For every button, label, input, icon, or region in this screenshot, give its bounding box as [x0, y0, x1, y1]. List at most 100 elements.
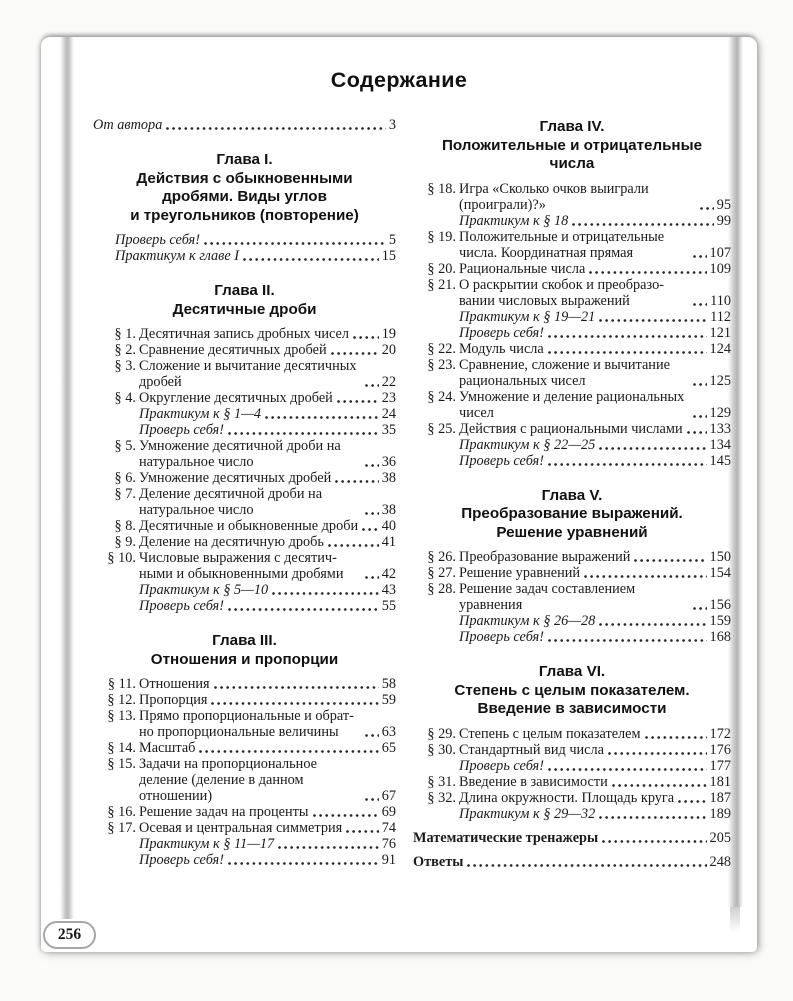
entry-title: Округление десятичных дробей [139, 390, 333, 406]
toc-entry: Практикум к § 11—17 76 [93, 836, 396, 852]
dot-leader [584, 575, 707, 578]
entry-title: Практикум к § 19—21 [459, 308, 596, 325]
entry-label: § 12. [107, 692, 136, 708]
dot-leader [599, 318, 708, 322]
entry-label: § 8. [114, 518, 136, 534]
dot-leader [547, 350, 707, 354]
entry-page: 150 [709, 549, 731, 565]
toc-entry: § 24. Умножение и деление рациональ­ных ч… [413, 389, 731, 421]
entry-page: 74 [381, 820, 396, 836]
entry-page: 41 [381, 534, 396, 550]
dot-leader [166, 127, 386, 130]
entry-page: 69 [381, 804, 396, 820]
dot-leader [686, 430, 707, 434]
dot-leader [599, 446, 707, 450]
entry-label: § 13. [107, 708, 136, 724]
entry-page: 159 [709, 613, 731, 629]
toc-entry: § 30. Стандартный вид числа 176 [413, 742, 731, 758]
entry-label: § 26. [427, 549, 456, 565]
dot-leader [199, 750, 379, 753]
entry-page: 43 [381, 582, 396, 598]
entry-title: Отношения [139, 676, 210, 692]
entry-page: 59 [381, 692, 396, 708]
entry-label: § 27. [427, 565, 456, 581]
entry-label: § 15. [107, 756, 136, 772]
entry-page: 107 [709, 244, 731, 261]
entry-label: § 22. [427, 340, 456, 357]
toc-block: Глава V. Преобразование выражений. Решен… [413, 487, 731, 646]
spine-shadow-left [60, 37, 74, 951]
toc-entry: Проверь себя! 5 [93, 232, 396, 248]
entry-title: Десятичная запись дробных чисел [139, 326, 349, 342]
toc-entry: Проверь себя! 177 [413, 758, 731, 774]
toc-entry: § 12. Пропорция 59 [93, 692, 396, 708]
toc-entry: § 17. Осевая и центральная симметрия 74 [93, 820, 396, 836]
entry-page: 24 [381, 406, 396, 422]
entry-title: Действия с рациональными чис­лами [459, 420, 683, 437]
chapter-heading: Глава II. Десятичные дроби [172, 282, 317, 318]
dot-leader [692, 254, 707, 258]
entry-title: Проверь себя! [139, 422, 224, 438]
entry-label: § 2. [114, 342, 136, 358]
page-edge-shadow-right [728, 37, 743, 933]
toc-entry: § 28. Решение задач составлением уравнени… [413, 581, 731, 613]
dot-leader [599, 623, 707, 626]
toc-entry: § 21. О раскрытии скобок и преобразо­вани… [413, 277, 731, 309]
entry-page: 129 [709, 404, 731, 421]
entry-label: § 32. [427, 789, 456, 806]
entry-label: § 23. [427, 356, 456, 373]
entry-title: Практикум к главе I [115, 248, 240, 264]
dot-leader [602, 839, 707, 843]
toc-entry: § 2. Сравнение десятичных дробей 20 [93, 342, 396, 358]
toc-block: Глава VI. Степень с целым показателем. В… [413, 663, 731, 822]
entry-label: § 28. [427, 581, 456, 597]
entry-title: Умножение и деление рациональ­ных чисел [459, 388, 685, 421]
entry-page: 121 [709, 324, 731, 341]
entry-label: § 21. [427, 276, 456, 293]
entry-label: § 30. [427, 741, 456, 758]
entry-title: Деление десятичной дроби на натуральное … [139, 486, 323, 518]
toc-entry: § 25. Действия с рациональными чис­лами 13… [413, 421, 731, 437]
entry-page: 109 [709, 260, 731, 277]
dot-leader [364, 512, 379, 515]
entry-title: Пропорция [139, 692, 208, 708]
entry-page: 36 [381, 454, 396, 470]
entry-page: 38 [381, 470, 396, 486]
entry-label: § 14. [107, 740, 136, 756]
dot-leader [211, 702, 379, 705]
entry-title: Проверь себя! [459, 324, 544, 341]
entry-title: Сравнение десятичных дробей [139, 342, 327, 358]
entry-label: § 5. [114, 438, 136, 454]
entry-page: 187 [709, 789, 731, 806]
dot-leader [243, 258, 379, 261]
dot-leader [327, 544, 379, 547]
dot-leader [362, 528, 379, 531]
toc-block: Глава III. Отношения и пропорции § 11. Отн… [93, 632, 396, 868]
toc-entry: § 16. Решение задач на проценты 69 [93, 804, 396, 820]
entry-title: Введение в зависимости [459, 773, 608, 790]
toc-entry: § 9. Деление на десятичную дробь 41 [93, 534, 396, 550]
dot-leader [364, 734, 379, 737]
entry-page: 134 [709, 436, 731, 453]
entry-label: § 7. [114, 486, 136, 502]
entry-page: 156 [709, 597, 731, 613]
toc-entry: Математические тренажеры 205 [413, 830, 731, 846]
entry-title: Математические тренажеры [413, 829, 599, 846]
dot-leader [692, 382, 707, 386]
entry-label: § 9. [114, 534, 136, 550]
toc-entry: § 3. Сложение и вычитание десятичных дроб… [93, 358, 396, 390]
entry-title: Прямо пропорциональные и обрат­но пропор… [139, 708, 354, 740]
entry-title: Преобразование выражений [459, 549, 631, 565]
toc-entry: § 15. Задачи на пропорциональное деление … [93, 756, 396, 804]
dot-leader [467, 863, 707, 867]
entry-title: Решение задач составлением уравнения [459, 581, 636, 613]
toc-entry: § 32. Длина окружности. Площадь круга 187 [413, 790, 731, 806]
entry-title: Стандартный вид числа [459, 741, 604, 758]
entry-title: Умножение десятичных дробей [139, 470, 332, 486]
entry-page: 95 [716, 196, 731, 213]
entry-label: § 20. [427, 260, 456, 277]
entry-label: § 16. [107, 804, 136, 820]
toc-entry: § 11. Отношения 58 [93, 676, 396, 692]
entry-title: Решение задач на проценты [139, 804, 309, 820]
entry-title: Практикум к § 22—25 [459, 436, 596, 453]
